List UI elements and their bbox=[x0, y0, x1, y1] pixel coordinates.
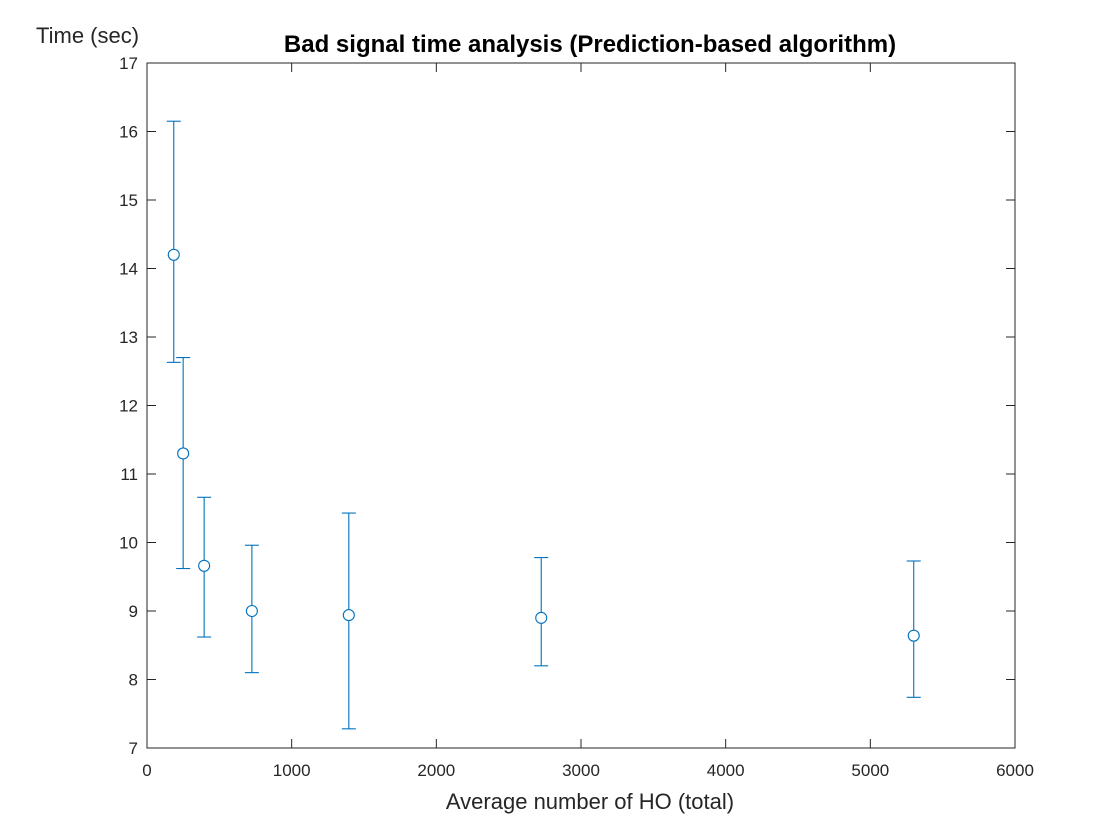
ticks-layer: 0 1000 2000 3000 4000 5000 6000 7 8 9 10 11 12 13 14 15… bbox=[119, 54, 1034, 780]
y-tick-label: 11 bbox=[120, 465, 138, 484]
x-tick-label: 3000 bbox=[562, 761, 600, 780]
chart-title: Bad signal time analysis (Prediction-bas… bbox=[284, 31, 896, 58]
y-tick-label: 17 bbox=[119, 54, 138, 73]
y-tick-label: 12 bbox=[119, 397, 138, 416]
y-tick-label: 9 bbox=[129, 602, 138, 621]
y-axis-label: Time (sec) bbox=[36, 23, 139, 48]
x-tick-label: 6000 bbox=[996, 761, 1034, 780]
x-tick-label: 0 bbox=[142, 761, 151, 780]
x-tick-label: 5000 bbox=[851, 761, 889, 780]
data-point bbox=[535, 611, 548, 624]
y-tick-label: 10 bbox=[119, 534, 138, 553]
x-tick-label: 4000 bbox=[707, 761, 745, 780]
plot-area bbox=[146, 62, 1016, 749]
y-tick-label: 7 bbox=[129, 739, 138, 758]
y-tick-label: 16 bbox=[119, 123, 138, 142]
y-tick-label: 14 bbox=[119, 260, 138, 279]
x-axis-label: Average number of HO (total) bbox=[446, 789, 734, 814]
data-point bbox=[342, 609, 355, 622]
marks-layer bbox=[166, 120, 921, 730]
data-point bbox=[245, 604, 258, 618]
x-tick-label: 1000 bbox=[273, 761, 311, 780]
data-point bbox=[177, 447, 190, 460]
x-tick-label: 2000 bbox=[417, 761, 455, 780]
y-tick-label: 13 bbox=[119, 328, 138, 347]
y-tick-label: 8 bbox=[129, 671, 138, 690]
data-point bbox=[907, 629, 920, 642]
data-point bbox=[167, 248, 180, 261]
y-tick-label: 15 bbox=[119, 191, 138, 210]
data-point bbox=[198, 559, 211, 572]
